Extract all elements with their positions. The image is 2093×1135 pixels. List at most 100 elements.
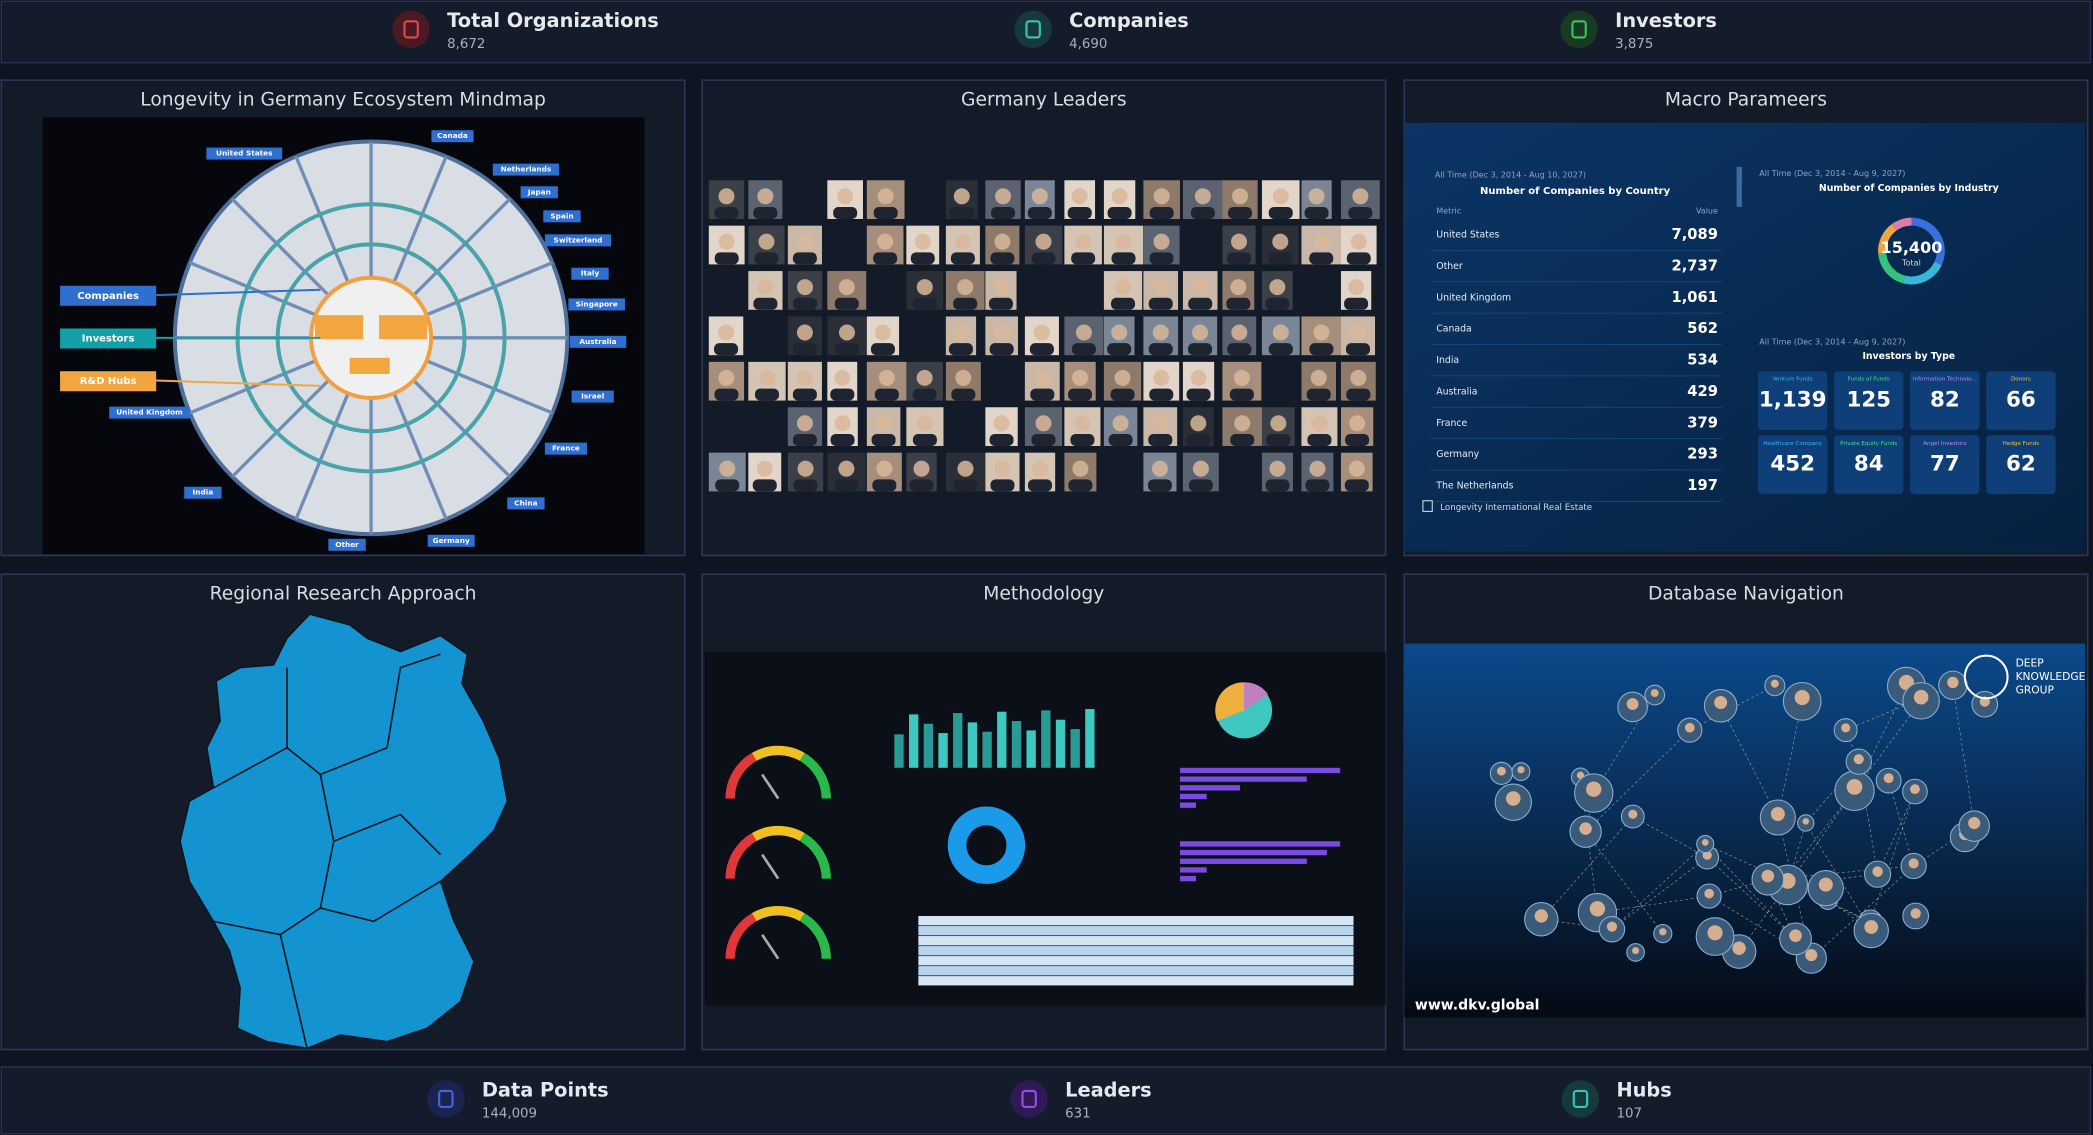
leader-face (1310, 369, 1327, 386)
legend-connector (156, 379, 321, 387)
leader-shoulders (912, 388, 937, 401)
donut-segment (1911, 217, 1945, 266)
mindmap-spoke (189, 359, 317, 415)
leader-shoulders (714, 206, 739, 219)
country-label: Italy (581, 269, 600, 278)
leader-face (1115, 279, 1132, 296)
leader-face (1075, 233, 1092, 250)
node-face (1496, 766, 1506, 776)
leader-face (957, 460, 974, 477)
macro-title: Number of Companies by Industry (1819, 183, 1999, 194)
country-tag (544, 234, 612, 247)
leader-shoulders (1265, 479, 1290, 492)
leader-face (955, 369, 972, 386)
leader-shoulders (1107, 206, 1132, 219)
leader-face (796, 233, 813, 250)
method-hbar (1179, 875, 1196, 882)
node-face (1913, 689, 1929, 705)
leader-shoulders (1230, 433, 1255, 446)
investor-type: Information Technolo... (1913, 377, 1977, 383)
node-face (1732, 941, 1746, 955)
node-face (1802, 818, 1810, 825)
node-face (1794, 690, 1810, 706)
leader-shoulders (870, 343, 895, 356)
stat-icon-glyph (438, 1089, 454, 1109)
leader-shoulders (714, 252, 739, 265)
row-metric: Canada (1436, 324, 1471, 335)
leader-shoulders (1344, 297, 1369, 310)
leader-face (1350, 233, 1367, 250)
leader-shoulders (1110, 388, 1135, 401)
leader-face (952, 324, 969, 341)
leader-shoulders (1068, 388, 1093, 401)
leader-face (1272, 233, 1289, 250)
leader-face (1309, 460, 1326, 477)
method-bar (982, 731, 992, 768)
row-metric: France (1436, 418, 1467, 429)
node-face (1947, 676, 1959, 689)
stat-icon-glyph (1571, 20, 1587, 39)
mindmap-spoke (294, 392, 350, 520)
stat-value: 4,690 (1069, 37, 1107, 52)
investor-card (1986, 371, 2056, 430)
leader-shoulders (752, 479, 777, 492)
country-tag (568, 298, 625, 311)
leader-face (914, 233, 931, 250)
leader-face (1033, 324, 1050, 341)
investor-type: Healthcare Company (1763, 441, 1823, 447)
investor-type: Angel Investors (1923, 441, 1966, 447)
leader-face (1272, 188, 1289, 205)
leader-face (758, 369, 776, 386)
network-link (1708, 895, 1812, 959)
leader-face (878, 369, 895, 386)
country-tag (184, 486, 222, 499)
leader-face (1192, 324, 1209, 341)
leader-face (1194, 188, 1211, 205)
leader-shoulders (830, 433, 855, 446)
leader-shoulders (714, 388, 739, 401)
leader-shoulders (1307, 433, 1332, 446)
panel-title: Regional Research Approach (210, 584, 477, 605)
macro-title: Investors by Type (1862, 351, 1955, 362)
leader-shoulders (1345, 433, 1370, 446)
leader-face (1272, 324, 1289, 341)
brand-text: KNOWLEDGE (2016, 670, 2086, 683)
leader-face (1348, 279, 1365, 296)
leader-face (916, 415, 933, 432)
row-value: 197 (1687, 477, 1718, 494)
node-face (1789, 929, 1802, 943)
brand-text: DEEP (2016, 657, 2045, 670)
gauge-needle (761, 773, 780, 800)
country-tag (109, 406, 190, 419)
method-bar (967, 722, 978, 768)
node-face (1883, 773, 1894, 784)
leader-shoulders (1031, 433, 1056, 446)
leader-shoulders (1268, 206, 1293, 219)
leader-face (1233, 369, 1250, 386)
row-value: 2,737 (1672, 257, 1718, 274)
leader-face (1075, 324, 1092, 341)
investor-value: 1,139 (1759, 388, 1827, 413)
legend-box (60, 371, 157, 392)
stat-icon-glyph (1025, 20, 1041, 39)
leader-face (877, 188, 894, 205)
leader-shoulders (833, 206, 858, 219)
row-value: 293 (1687, 446, 1718, 463)
investor-value: 62 (2006, 452, 2036, 477)
country-tag (543, 210, 581, 223)
method-pie-slice (1244, 682, 1269, 711)
donut-segment (1878, 252, 1906, 284)
leader-face (993, 415, 1010, 432)
gauge-arc (799, 913, 831, 959)
leader-face (796, 415, 813, 432)
leader-face (1111, 324, 1128, 341)
leader-shoulders (1030, 388, 1055, 401)
leader-face (718, 233, 735, 250)
leader-shoulders (714, 343, 739, 356)
leader-face (838, 279, 855, 296)
leader-shoulders (1305, 479, 1330, 492)
leader-face (954, 233, 971, 250)
leader-face (837, 188, 854, 205)
leader-shoulders (1111, 297, 1136, 310)
method-bar (909, 714, 919, 768)
